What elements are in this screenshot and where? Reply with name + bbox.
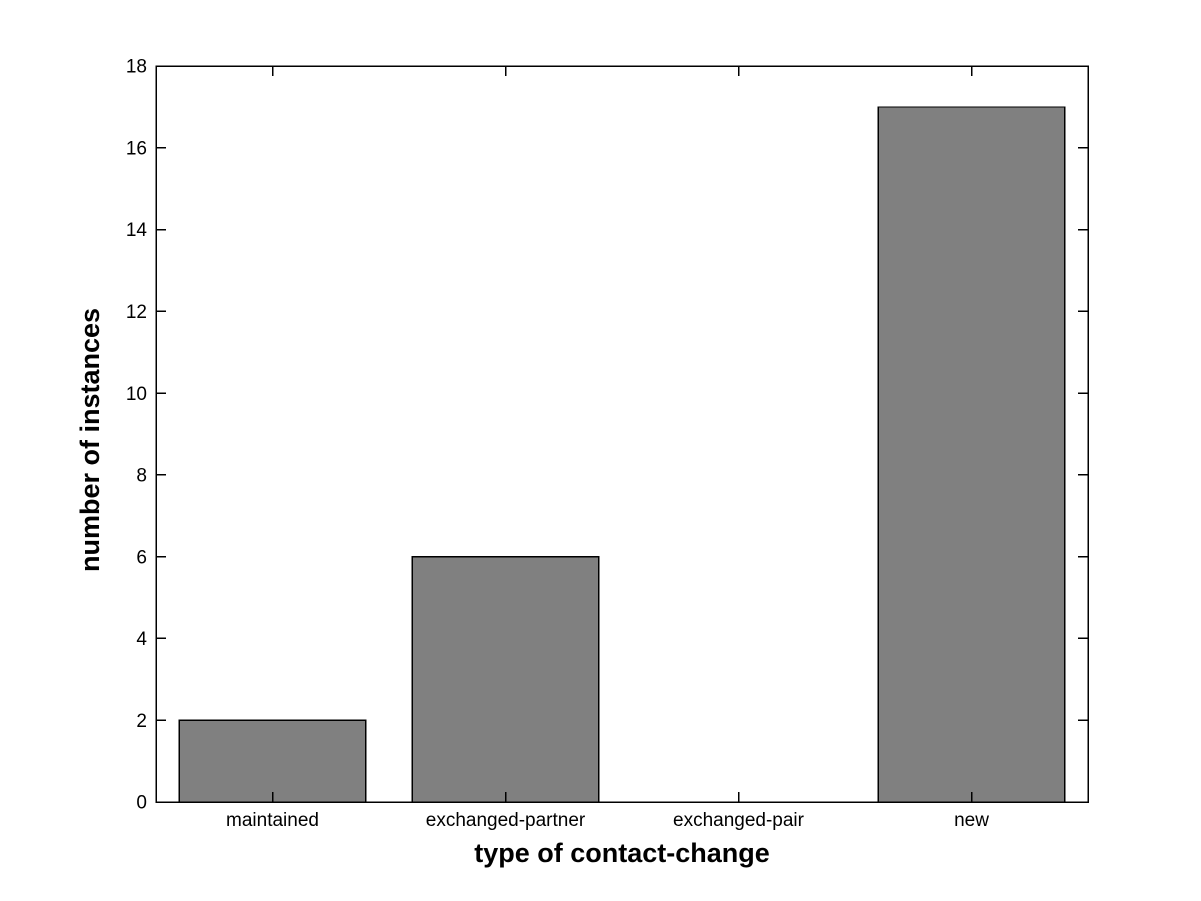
bar-new [877,106,1066,803]
x-tick-label-exchanged-pair: exchanged-pair [673,810,805,831]
y-tick-label-12: 12 [126,302,147,323]
plot-box [155,65,1089,803]
plot-area: maintained exchanged-partner exchanged-pai… [126,57,1089,831]
y-tick-label-10: 10 [126,384,147,405]
y-tick-label-4: 4 [136,629,147,650]
x-tick-label-exchanged-partner: exchanged-partner [426,810,586,831]
y-tick-label-2: 2 [136,711,147,732]
y-tick-label-14: 14 [126,220,148,241]
y-tick-label-0: 0 [136,793,147,814]
bar-maintained [178,719,367,803]
y-tick-label-16: 16 [126,138,147,159]
x-tick-label-maintained: maintained [226,810,319,831]
y-tick-label-6: 6 [136,547,147,568]
y-tick-label-18: 18 [126,57,147,78]
y-axis-label: number of instances [75,308,105,572]
x-axis-label: type of contact-change [474,838,770,868]
x-tick-label-new: new [954,810,989,831]
bar-exchanged-partner [411,556,600,803]
y-tick-label-8: 8 [136,466,147,487]
